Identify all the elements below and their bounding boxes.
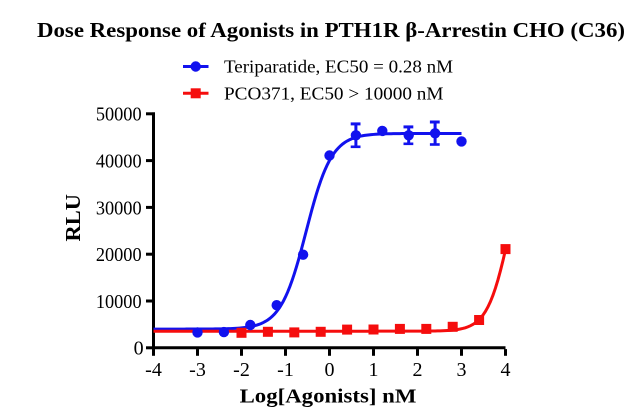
svg-text:Teriparatide, EC50 = 0.28 nM: Teriparatide, EC50 = 0.28 nM bbox=[224, 57, 453, 77]
svg-text:3: 3 bbox=[457, 359, 467, 381]
svg-text:4: 4 bbox=[501, 359, 511, 381]
svg-text:1: 1 bbox=[369, 359, 379, 381]
svg-text:50000: 50000 bbox=[96, 104, 142, 126]
svg-text:10000: 10000 bbox=[96, 291, 142, 313]
svg-text:Dose Response of Agonists in P: Dose Response of Agonists in PTH1R β-Arr… bbox=[37, 18, 625, 42]
svg-text:-2: -2 bbox=[233, 359, 250, 381]
svg-text:-3: -3 bbox=[189, 359, 206, 381]
svg-text:Log[Agonists] nM: Log[Agonists] nM bbox=[240, 385, 417, 407]
svg-text:0: 0 bbox=[325, 359, 335, 381]
svg-text:40000: 40000 bbox=[96, 151, 142, 173]
svg-text:2: 2 bbox=[413, 359, 423, 381]
svg-text:-4: -4 bbox=[145, 359, 162, 381]
svg-text:RLU: RLU bbox=[61, 194, 85, 242]
svg-text:0: 0 bbox=[134, 338, 144, 360]
svg-text:20000: 20000 bbox=[96, 244, 142, 266]
svg-text:30000: 30000 bbox=[96, 197, 142, 219]
svg-text:-1: -1 bbox=[277, 359, 294, 381]
svg-text:PCO371, EC50 > 10000 nM: PCO371, EC50 > 10000 nM bbox=[224, 84, 444, 104]
